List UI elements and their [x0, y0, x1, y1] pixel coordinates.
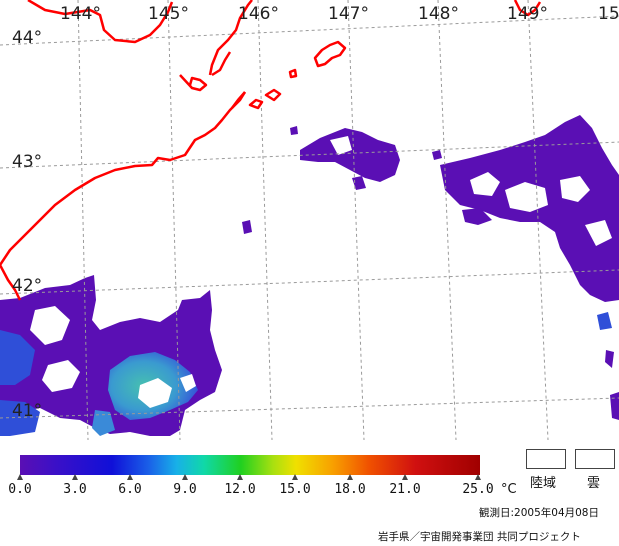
colorbar-tick-label: 3.0 — [63, 482, 87, 497]
colorbar-ticks — [17, 474, 481, 480]
longitude-label-144: 144° — [60, 4, 101, 24]
colorbar-tick-label: 21.0 — [389, 482, 421, 497]
longitude-label-148: 148° — [418, 4, 459, 24]
longitude-label-146: 146° — [238, 4, 279, 24]
coastline — [0, 0, 542, 301]
observation-date: 観測日:2005年04月08日 — [479, 507, 599, 519]
colorbar-tick-label: 12.0 — [224, 482, 256, 497]
sst-patch — [597, 312, 612, 330]
sst-patch — [610, 392, 619, 420]
temperature-colorbar — [20, 455, 480, 475]
latitude-label-43: 43° — [12, 152, 43, 172]
graticule — [0, 0, 619, 440]
sst-patch — [242, 220, 252, 234]
sst-patch — [432, 150, 442, 160]
land-legend-swatch — [526, 449, 566, 469]
land-legend-label: 陸域 — [530, 476, 557, 491]
sst-patch — [92, 410, 115, 436]
sst-patch — [605, 350, 614, 368]
longitude-label-150: 15 — [598, 4, 619, 24]
sst-patch — [462, 208, 492, 225]
latitude-label-41: 41° — [12, 401, 43, 421]
colorbar-tick-label: 9.0 — [173, 482, 197, 497]
colorbar-unit: °C — [501, 482, 517, 497]
project-credit: 岩手県／宇宙開発事業団 共同プロジェクト — [378, 531, 581, 543]
cloud-legend-swatch — [575, 449, 615, 469]
longitude-label-149: 149° — [507, 4, 548, 24]
sea-surface-temperature-map — [0, 0, 619, 440]
sst-patch — [0, 330, 35, 385]
colorbar-tick-label: 0.0 — [8, 482, 32, 497]
sst-patch — [352, 176, 366, 190]
longitude-label-147: 147° — [328, 4, 369, 24]
latitude-label-44: 44° — [12, 28, 43, 48]
longitude-label-145: 145° — [148, 4, 189, 24]
colorbar-tick-label: 25.0 — [462, 482, 494, 497]
colorbar-tick-label: 18.0 — [334, 482, 366, 497]
colorbar-tick-label: 15.0 — [279, 482, 311, 497]
cloud-areas — [30, 136, 612, 408]
cloud-legend-label: 雲 — [587, 476, 601, 491]
sst-patch — [290, 126, 298, 135]
latitude-label-42: 42° — [12, 276, 43, 296]
sst-data-layer — [0, 115, 619, 436]
colorbar-tick-label: 6.0 — [118, 482, 142, 497]
sst-patch — [0, 400, 40, 436]
sst-patch — [300, 128, 400, 182]
